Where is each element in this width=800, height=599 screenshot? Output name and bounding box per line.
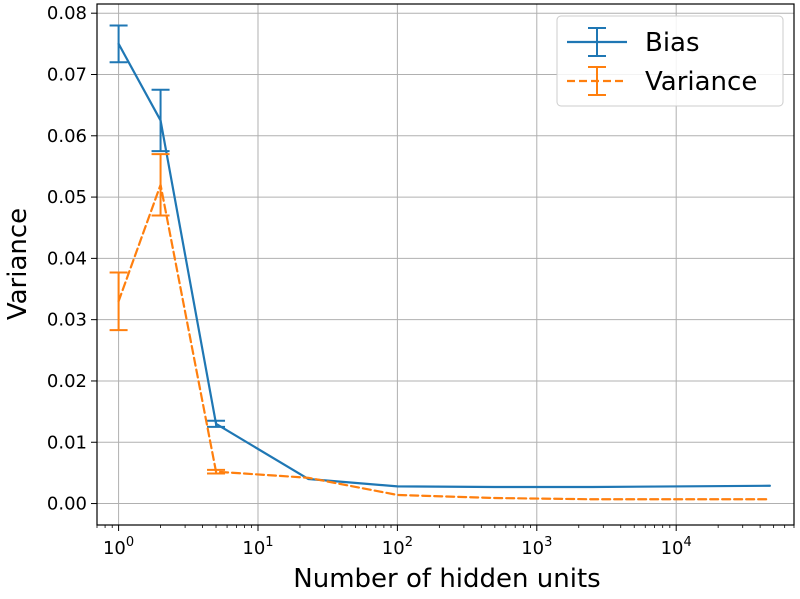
y-tick-label: 0.04 xyxy=(47,248,87,269)
y-tick-label: 0.06 xyxy=(47,126,87,147)
legend-item-variance: Variance xyxy=(567,66,757,97)
plot-frame xyxy=(96,3,795,526)
ticks: 0.00 0.01 0.02 0.03 0.04 0.05 0.06 0.07 0.08 100 1… xyxy=(47,3,795,559)
series-bias xyxy=(109,24,771,489)
y-axis-label: Variance xyxy=(3,208,33,320)
x-tick-label: 104 xyxy=(661,535,692,559)
x-tick-label: 100 xyxy=(103,535,134,559)
y-tick-label: 0.01 xyxy=(47,432,87,453)
x-tick-label: 102 xyxy=(382,535,413,559)
y-tick-label: 0.02 xyxy=(47,371,87,392)
series-line-bias xyxy=(117,42,771,489)
legend: Bias Variance xyxy=(556,15,784,107)
y-tick-label: 0.05 xyxy=(47,187,87,208)
legend-item-bias: Bias xyxy=(567,27,700,58)
y-tick-label: 0.07 xyxy=(47,64,87,85)
legend-label-variance: Variance xyxy=(645,67,757,97)
series-line-variance xyxy=(117,183,771,501)
grid xyxy=(97,4,794,525)
y-tick-label: 0.00 xyxy=(47,494,87,515)
x-axis-label: Number of hidden units xyxy=(293,564,600,594)
series-layer xyxy=(109,24,771,501)
x-tick-label: 101 xyxy=(242,535,273,559)
y-tick-label: 0.08 xyxy=(47,3,87,24)
legend-label-bias: Bias xyxy=(645,28,700,58)
legend-box xyxy=(556,15,784,107)
series-variance xyxy=(109,153,771,501)
x-tick-label: 103 xyxy=(521,535,552,559)
y-tick-label: 0.03 xyxy=(47,310,87,331)
